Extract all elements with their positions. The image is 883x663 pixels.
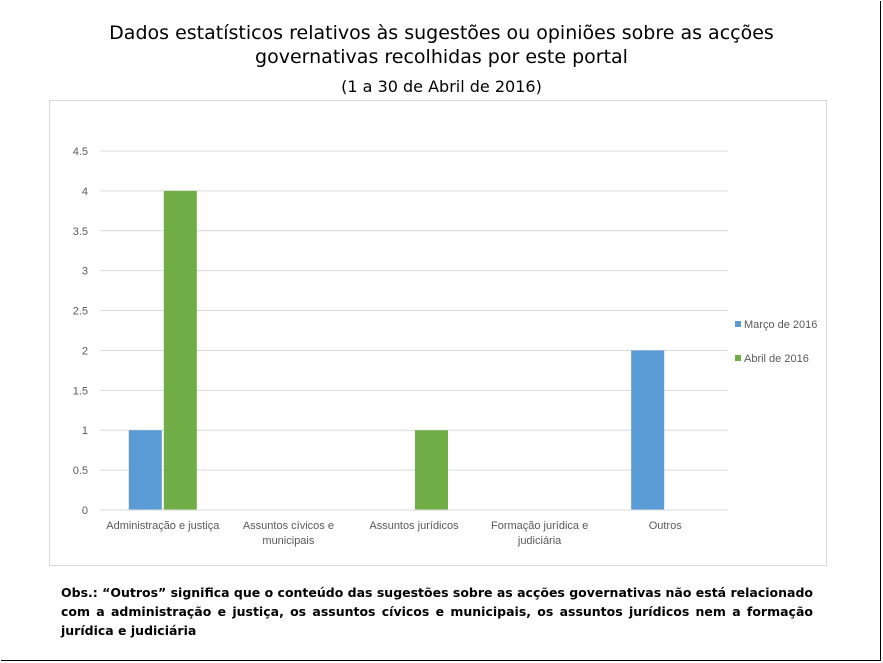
y-tick-label: 3.5 (73, 226, 88, 238)
chart-area: 0 0.5 1 1.5 2 2.5 3 3.5 4 4.5 Administração e just… (49, 100, 827, 566)
y-tick-label: 0 (82, 505, 88, 517)
y-tick-label: 0.5 (73, 465, 88, 477)
x-category-label: Administração e justiça (106, 520, 220, 532)
x-category-label: Outros (649, 520, 683, 532)
x-category-label: Assuntos cívicos e (243, 520, 334, 532)
bar-marco-0 (128, 430, 162, 510)
legend-label: Abril de 2016 (744, 353, 809, 365)
x-category-label: Assuntos jurídicos (369, 520, 459, 532)
y-tick-label: 1.5 (73, 385, 88, 397)
y-tick-label: 1 (82, 425, 88, 437)
y-tick-label: 4.5 (73, 146, 88, 158)
footnote: Obs.: “Outros” significa que o conteúdo … (61, 585, 813, 638)
bar-chart: 0 0.5 1 1.5 2 2.5 3 3.5 4 4.5 Administração e just… (73, 146, 818, 547)
bar-abril-2 (415, 430, 448, 510)
bar-abril-0 (163, 190, 197, 510)
y-tick-label: 2.5 (73, 306, 88, 318)
x-category-label: judiciária (517, 535, 562, 547)
y-tick-label: 2 (82, 345, 88, 357)
chart-title-line-1: Dados estatísticos relativos às sugestõe… (109, 22, 774, 44)
chart-subtitle: (1 a 30 de Abril de 2016) (341, 77, 542, 96)
bar-marco-4 (631, 350, 665, 510)
legend-label: Março de 2016 (744, 319, 817, 331)
legend-swatch-0 (735, 321, 741, 327)
legend-swatch-1 (735, 355, 741, 361)
x-category-label: Formação jurídica e (491, 520, 588, 532)
y-tick-label: 4 (82, 186, 88, 198)
x-category-label: municipais (262, 535, 314, 547)
chart-title-line-2: governativas recolhidas por este portal (255, 46, 628, 68)
y-tick-label: 3 (82, 266, 88, 278)
